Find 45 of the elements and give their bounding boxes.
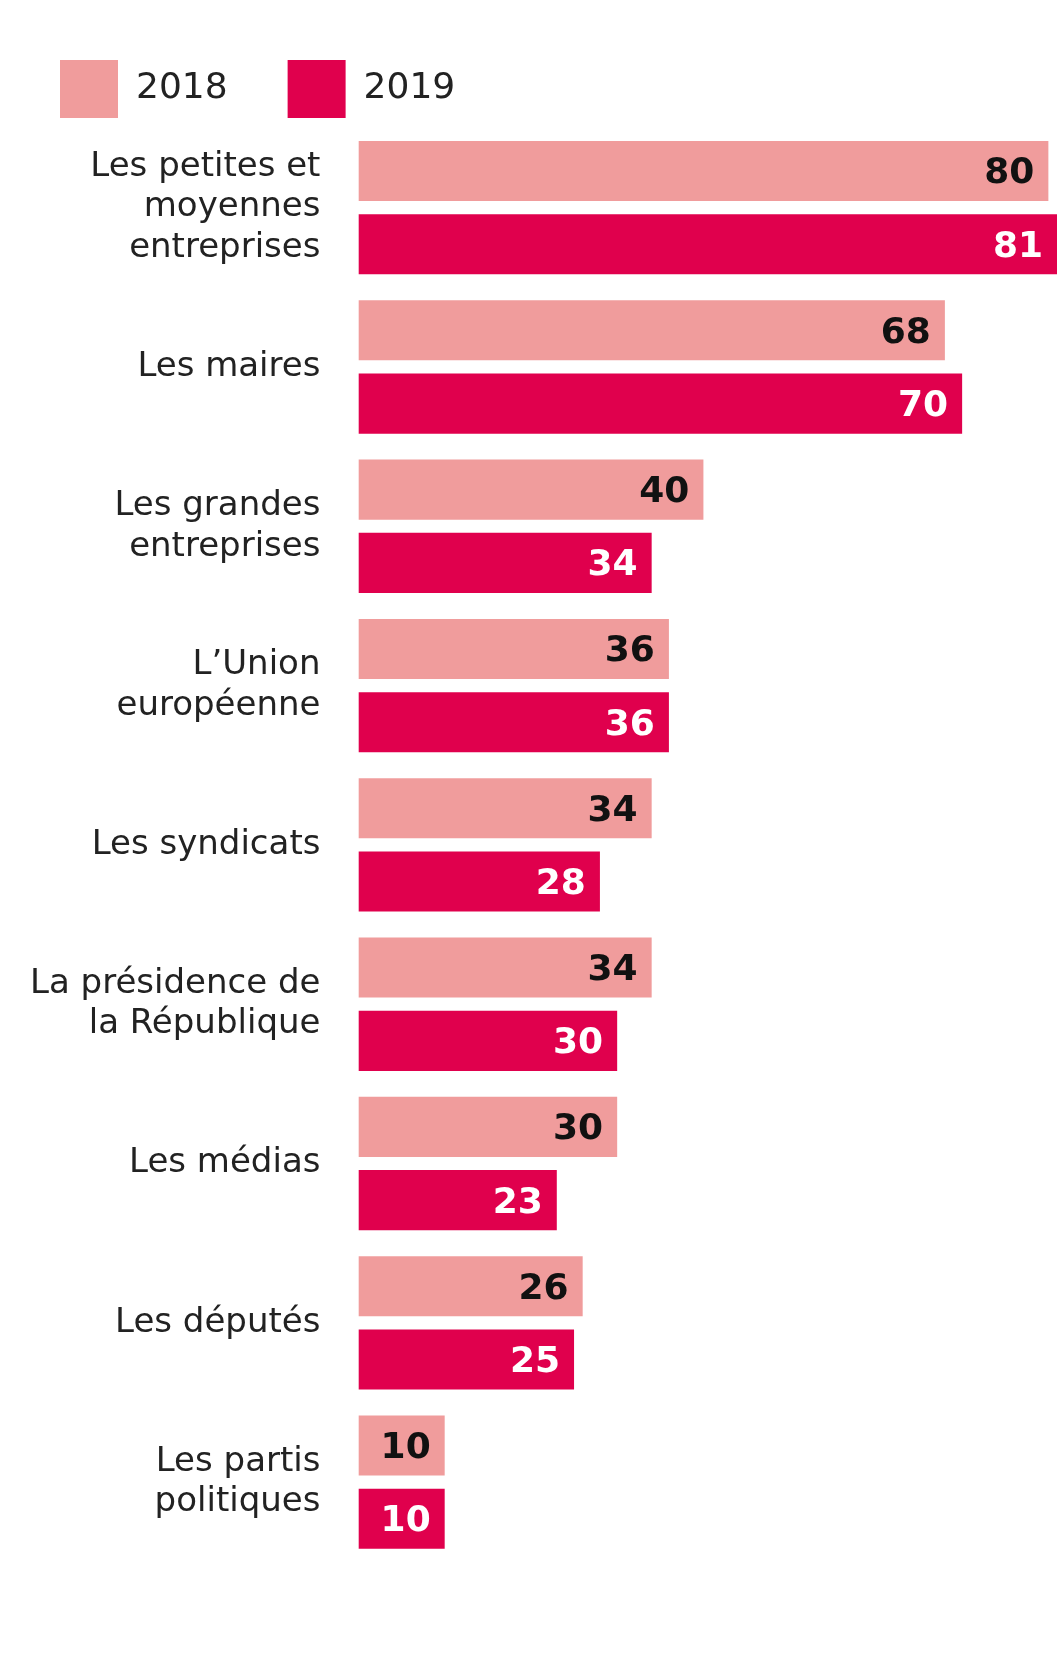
y-tick-label: Les maires: [137, 343, 321, 384]
data-label: 36: [604, 628, 655, 670]
y-tick-label: Les médias: [129, 1140, 321, 1181]
bar: [358, 692, 669, 753]
data-label: 81: [992, 223, 1043, 265]
data-label: 23: [492, 1179, 543, 1221]
bar: [358, 300, 945, 361]
data-label: 68: [880, 309, 931, 351]
data-label: 34: [587, 787, 638, 829]
legend-label: 2018: [136, 65, 228, 107]
data-label: 30: [553, 1020, 604, 1062]
bar: [358, 1010, 618, 1071]
data-label: 30: [553, 1106, 604, 1148]
y-tick-label: La présidence de la République: [29, 960, 321, 1042]
bar: [358, 140, 1049, 202]
bar: [358, 373, 963, 434]
bar: [358, 214, 1057, 275]
data-label: 36: [604, 701, 655, 743]
y-tick-label: Les partis politiques: [154, 1438, 321, 1520]
data-label: 40: [639, 469, 690, 510]
y-tick-label: Les grandes entreprises: [114, 482, 321, 564]
data-label: 80: [984, 150, 1035, 192]
bar: [358, 1329, 575, 1390]
bar: [358, 1170, 557, 1231]
y-tick-label: Les syndicats: [91, 821, 321, 862]
data-label: 26: [518, 1265, 569, 1307]
legend-label: 2019: [363, 65, 456, 107]
bar: [358, 1096, 618, 1157]
data-label: 25: [509, 1338, 561, 1380]
bar: [358, 778, 652, 839]
data-label: 70: [898, 382, 949, 424]
data-label: 34: [587, 542, 638, 584]
data-label: 10: [380, 1498, 431, 1540]
bar: [358, 851, 600, 912]
bar: [358, 618, 669, 679]
bar: [358, 937, 652, 998]
data-label: 10: [380, 1424, 431, 1466]
data-label: 28: [535, 860, 586, 902]
y-tick-label: L’Union européenne: [116, 642, 321, 723]
bar: [358, 532, 652, 593]
data-label: 34: [587, 946, 638, 988]
y-tick-label: Les députés: [115, 1299, 321, 1340]
bar: [358, 1256, 583, 1317]
y-tick-label: Les petites et moyennes entreprises: [90, 143, 321, 266]
bar: [358, 459, 704, 520]
